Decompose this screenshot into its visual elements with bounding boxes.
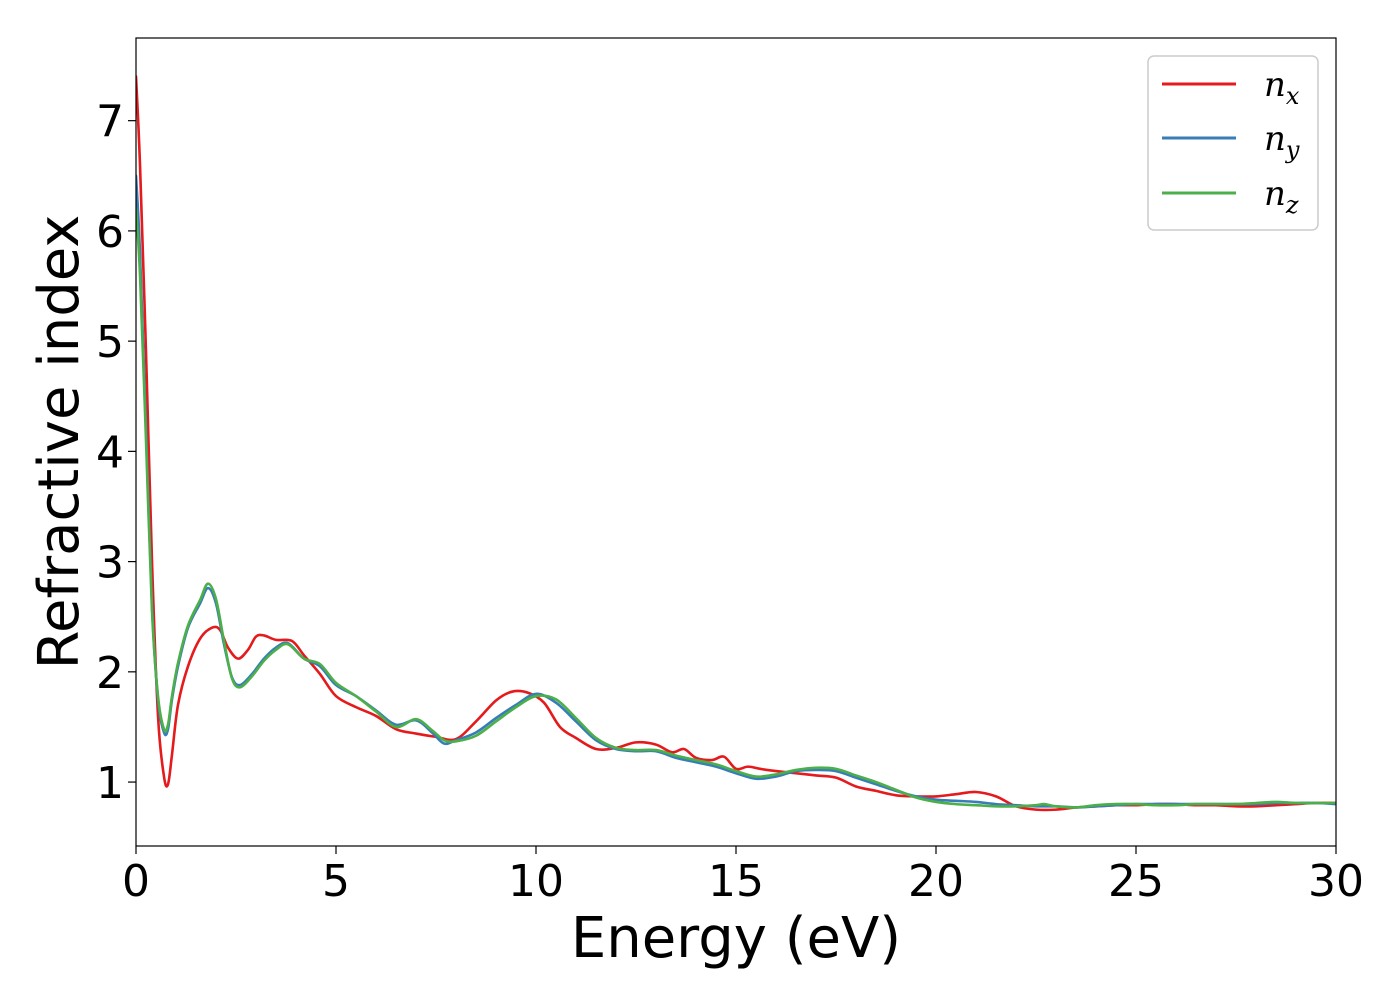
x-tick-label: 0 bbox=[122, 856, 150, 907]
series-line-nz bbox=[136, 207, 1336, 809]
y-tick-label: 5 bbox=[96, 317, 124, 368]
y-axis-label: Refractive index bbox=[27, 215, 92, 670]
x-axis-label: Energy (eV) bbox=[571, 906, 901, 971]
y-tick-label: 3 bbox=[96, 538, 124, 589]
legend-box bbox=[1147, 55, 1319, 231]
y-tick-label: 2 bbox=[96, 648, 124, 699]
legend-items: nx ny nz bbox=[1162, 65, 1300, 219]
legend-label-ny: ny bbox=[1264, 119, 1300, 164]
legend: nx ny nz bbox=[1147, 55, 1319, 231]
legend-label-nz: nz bbox=[1264, 174, 1299, 219]
y-tick-label: 6 bbox=[96, 207, 124, 258]
y-tick-label: 1 bbox=[96, 758, 124, 809]
x-tick-label: 5 bbox=[322, 856, 350, 907]
legend-label-nx: nx bbox=[1264, 65, 1300, 110]
x-tick-label: 20 bbox=[908, 856, 964, 907]
x-tick-label: 25 bbox=[1108, 856, 1164, 907]
x-tick-label: 15 bbox=[708, 856, 764, 907]
y-axis-ticks: 1 2 3 4 5 6 7 bbox=[96, 97, 136, 809]
y-tick-label: 4 bbox=[96, 427, 124, 478]
x-axis-ticks: 0 5 10 15 20 25 30 bbox=[122, 846, 1364, 907]
x-tick-label: 30 bbox=[1308, 856, 1364, 907]
plot-area bbox=[135, 37, 1337, 847]
x-tick-label: 10 bbox=[508, 856, 564, 907]
series-layer bbox=[136, 75, 1336, 812]
y-tick-label: 7 bbox=[96, 97, 124, 148]
